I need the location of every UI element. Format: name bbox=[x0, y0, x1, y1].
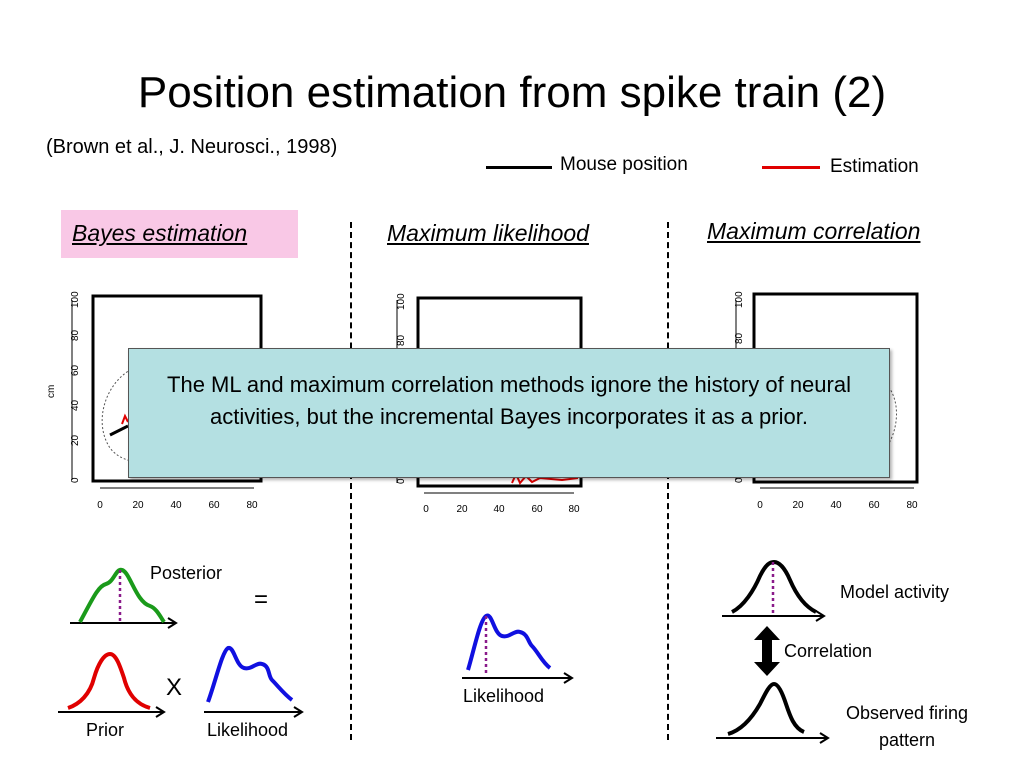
callout-box: The ML and maximum correlation methods i… bbox=[128, 348, 890, 478]
estimation-legend-label: Estimation bbox=[830, 156, 919, 177]
bayes-trajectory-plot: 0 20 40 60 80 100 cm 0 20 40 60 80 bbox=[46, 291, 263, 511]
correlation-label: Correlation bbox=[784, 641, 873, 661]
y-tick: 0 bbox=[70, 477, 81, 483]
x-tick: 60 bbox=[868, 500, 880, 511]
y-tick: 80 bbox=[70, 329, 81, 341]
mouse-position-legend-line bbox=[486, 166, 552, 169]
bayes-estimation-heading: Bayes estimation bbox=[72, 220, 248, 246]
x-tick: 20 bbox=[132, 500, 144, 511]
x-tick: 40 bbox=[170, 500, 182, 511]
y-tick: 100 bbox=[396, 293, 407, 310]
prior-curve bbox=[58, 651, 166, 718]
callout-text: The ML and maximum correlation methods i… bbox=[167, 372, 851, 429]
y-tick: 100 bbox=[734, 291, 745, 308]
y-tick: 20 bbox=[70, 434, 81, 446]
x-tick: 20 bbox=[792, 500, 804, 511]
posterior-curve bbox=[70, 567, 178, 629]
likelihood-curve-bayes bbox=[204, 646, 304, 718]
y-tick: 80 bbox=[396, 334, 407, 346]
x-tick: 0 bbox=[757, 500, 763, 511]
x-tick: 80 bbox=[906, 500, 918, 511]
prior-label: Prior bbox=[86, 720, 125, 740]
y-tick: 40 bbox=[70, 399, 81, 411]
y-tick: 0 bbox=[734, 477, 745, 483]
divider-right bbox=[667, 222, 669, 740]
equals-sign: = bbox=[254, 586, 269, 613]
x-tick: 80 bbox=[246, 500, 258, 511]
y-tick: 0 bbox=[396, 478, 407, 484]
model-activity-curve bbox=[722, 559, 826, 622]
x-tick: 80 bbox=[568, 504, 580, 515]
correlation-arrow bbox=[754, 626, 780, 676]
likelihood-curve-ml bbox=[462, 613, 574, 684]
likelihood-label-ml: Likelihood bbox=[463, 686, 545, 706]
mouse-position-legend-label: Mouse position bbox=[560, 154, 688, 175]
x-tick: 60 bbox=[531, 504, 543, 515]
x-tick: 20 bbox=[456, 504, 468, 515]
x-tick: 60 bbox=[208, 500, 220, 511]
citation: (Brown et al., J. Neurosci., 1998) bbox=[46, 136, 338, 158]
x-tick: 40 bbox=[493, 504, 505, 515]
maximum-likelihood-heading: Maximum likelihood bbox=[387, 220, 589, 246]
x-tick: 0 bbox=[97, 500, 103, 511]
times-sign: X bbox=[166, 674, 183, 701]
model-activity-label: Model activity bbox=[840, 582, 950, 602]
x-tick: 40 bbox=[830, 500, 842, 511]
likelihood-label-bayes: Likelihood bbox=[207, 720, 289, 740]
maximum-correlation-heading: Maximum correlation bbox=[707, 218, 921, 244]
y-tick: 100 bbox=[70, 291, 81, 308]
slide-title: Position estimation from spike train (2) bbox=[137, 68, 887, 117]
x-tick: 0 bbox=[423, 504, 429, 515]
observed-firing-curve bbox=[716, 681, 830, 744]
divider-left bbox=[350, 222, 352, 740]
y-tick: 80 bbox=[734, 332, 745, 344]
observed-firing-label: Observed firing pattern bbox=[845, 703, 969, 750]
bayes-highlight-box bbox=[61, 210, 298, 258]
y-tick: 60 bbox=[70, 364, 81, 376]
y-axis-label: cm bbox=[46, 385, 57, 398]
estimation-legend-line bbox=[762, 166, 820, 169]
posterior-label: Posterior bbox=[150, 563, 223, 583]
